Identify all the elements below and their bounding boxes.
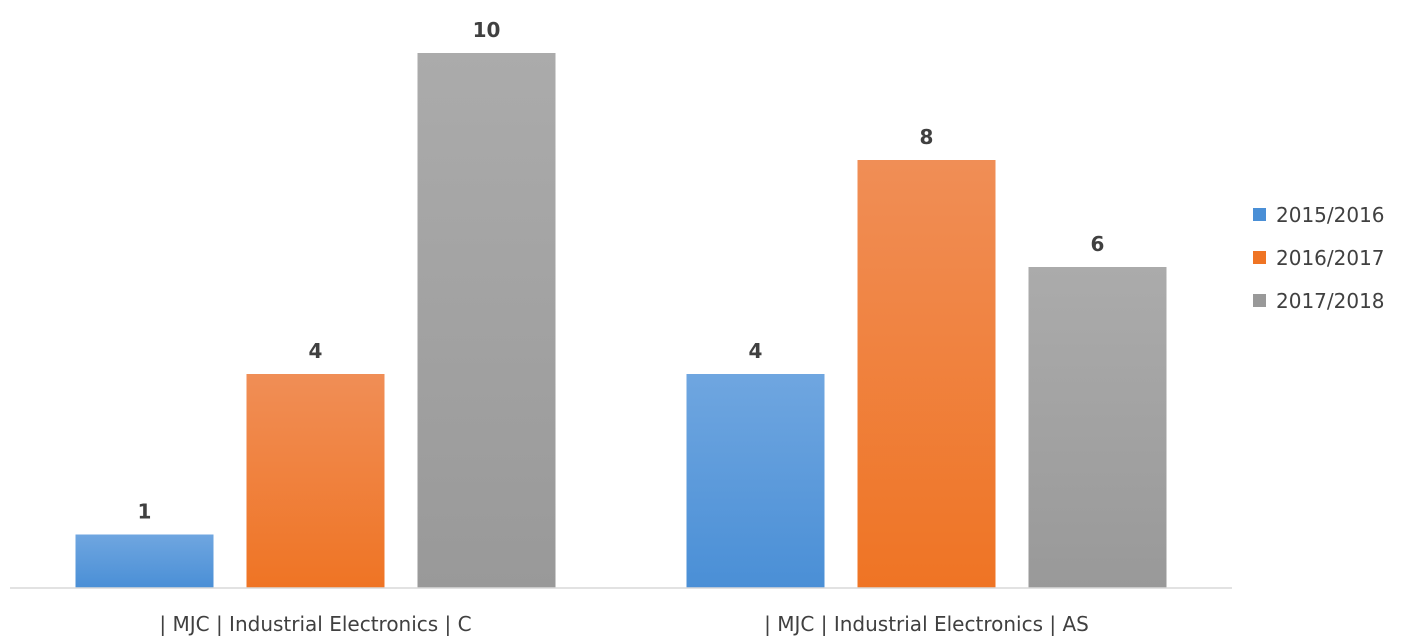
data-labels-group: 1 4 10 4 8 6 [138, 18, 1105, 524]
legend-swatch-3 [1253, 294, 1266, 307]
data-label-1-1: 1 [138, 500, 152, 524]
bar-1-2 [246, 374, 385, 588]
bar-2-1 [686, 374, 825, 588]
bars-group [75, 53, 1167, 588]
category-label-2: | MJC | Industrial Electronics | AS [764, 612, 1089, 636]
legend-label-2: 2016/2017 [1276, 246, 1385, 270]
legend-label-1: 2015/2016 [1276, 203, 1385, 227]
data-label-2-1: 4 [749, 339, 763, 363]
bar-2-3 [1028, 267, 1167, 588]
legend: 2015/2016 2016/2017 2017/2018 [1253, 203, 1385, 313]
data-label-1-3: 10 [473, 18, 501, 42]
data-label-2-2: 8 [920, 125, 934, 149]
bar-2-2 [857, 160, 996, 588]
data-label-1-2: 4 [309, 339, 323, 363]
legend-swatch-1 [1253, 208, 1266, 221]
data-label-2-3: 6 [1091, 232, 1105, 256]
legend-swatch-2 [1253, 251, 1266, 264]
category-labels-group: | MJC | Industrial Electronics | C | MJC … [159, 612, 1088, 636]
bar-1-3 [417, 53, 556, 588]
category-label-1: | MJC | Industrial Electronics | C [159, 612, 471, 636]
bar-1-1 [75, 534, 214, 588]
legend-label-3: 2017/2018 [1276, 289, 1385, 313]
